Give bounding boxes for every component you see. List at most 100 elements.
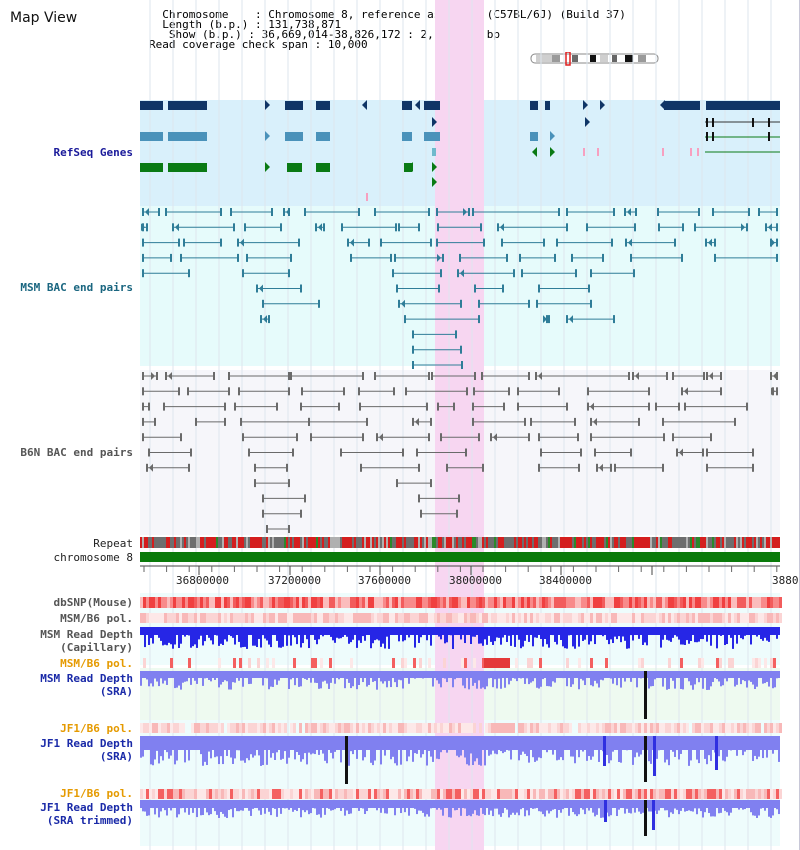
heat-cell [245,723,248,733]
heat-cell [284,723,287,733]
depth-bar [380,808,382,813]
heat-cell [173,723,176,733]
depth-bar [612,678,614,684]
depth-bar [634,808,636,813]
repeat-feature [144,537,146,548]
depth-bar [240,635,242,648]
track-label-msm-b6-pol-1: MSM/B6 pol. [60,612,133,625]
depth-bar [398,678,400,680]
msm-depth-capillary-track [140,627,780,649]
repeat-feature [494,537,496,548]
heat-cell [569,789,572,799]
bac-pair-end [672,372,674,380]
repeat-feature [320,537,322,548]
heat-cell [629,723,632,733]
depth-bar [250,678,252,684]
heat-cell [743,613,746,623]
repeat-feature [622,537,624,548]
depth-bar [168,750,170,759]
depth-bar [346,678,348,679]
chromosome-ideogram[interactable] [530,52,660,66]
depth-bar [598,678,600,688]
depth-bar [178,635,180,648]
heat-cell [272,723,275,733]
heat-cell [371,597,374,608]
depth-bar [166,678,168,685]
depth-bar [472,750,474,766]
depth-bar [170,808,172,811]
heat-cell [389,789,392,799]
heat-cell [587,613,590,623]
depth-bar [474,635,476,637]
repeat-feature [462,537,464,548]
heat-cell [245,613,248,623]
depth-bar [234,678,236,683]
repeat-feature [194,537,196,548]
depth-bar [338,678,340,680]
repeat-feature [606,537,608,548]
depth-bar [548,678,550,687]
depth-bar [194,635,196,645]
heat-cell [335,613,338,623]
heat-cell [323,723,326,733]
bac-pair-end [705,238,707,247]
heat-cell [500,613,503,623]
heat-cell [773,597,776,608]
repeat-feature [354,537,356,548]
heat-cell [752,597,755,608]
heat-cell [224,597,227,608]
selected-region-highlight [435,0,484,850]
depth-bar [314,635,316,640]
heat-cell [641,789,644,799]
repeat-feature [288,537,290,548]
repeat-feature [150,537,152,548]
depth-bar [348,635,350,644]
track-label-b6n-bac[interactable]: B6N BAC end pairs [20,446,133,459]
heat-cell [680,723,683,733]
heat-cell [770,613,773,623]
repeat-feature [268,537,270,548]
dbsnp-track [140,597,782,608]
repeat-feature [626,537,628,548]
heat-cell [332,613,335,623]
depth-bar [556,635,558,645]
repeat-feature [232,537,234,548]
depth-bar [358,808,360,811]
heat-cell [647,613,650,623]
depth-spike [644,800,647,836]
heat-cell [455,789,458,799]
heat-cell [524,789,527,799]
track-label-msm-bac[interactable]: MSM BAC end pairs [20,281,133,294]
depth-bar [322,635,324,637]
heat-cell [566,789,569,799]
heat-cell [140,613,143,623]
heat-cell [665,723,668,733]
depth-bar [330,678,332,683]
heat-cell [434,613,437,623]
repeat-feature [416,537,418,548]
heat-cell [290,789,293,799]
heat-cell [629,613,632,623]
bac-pair-end [770,372,772,380]
heat-cell [734,597,737,608]
depth-bar [536,750,538,761]
heat-cell [179,613,182,623]
coverage-line: Read coverage check span : 10,000 [149,38,368,51]
heat-cell [626,723,629,733]
repeat-feature [740,537,742,548]
bac-pair-end [746,402,748,411]
heat-cell [347,723,350,733]
depth-bar [290,678,292,680]
track-label-refseq[interactable]: RefSeq Genes [53,146,133,159]
repeat-feature [472,537,474,548]
repeat-feature [378,537,380,548]
depth-bar [320,808,322,818]
heat-cell [632,789,635,799]
depth-bar [332,635,334,641]
depth-bar [472,808,474,814]
heat-cell [509,723,512,733]
depth-bar [148,808,150,816]
bac-pair-end [260,315,262,324]
repeat-feature [432,537,434,548]
